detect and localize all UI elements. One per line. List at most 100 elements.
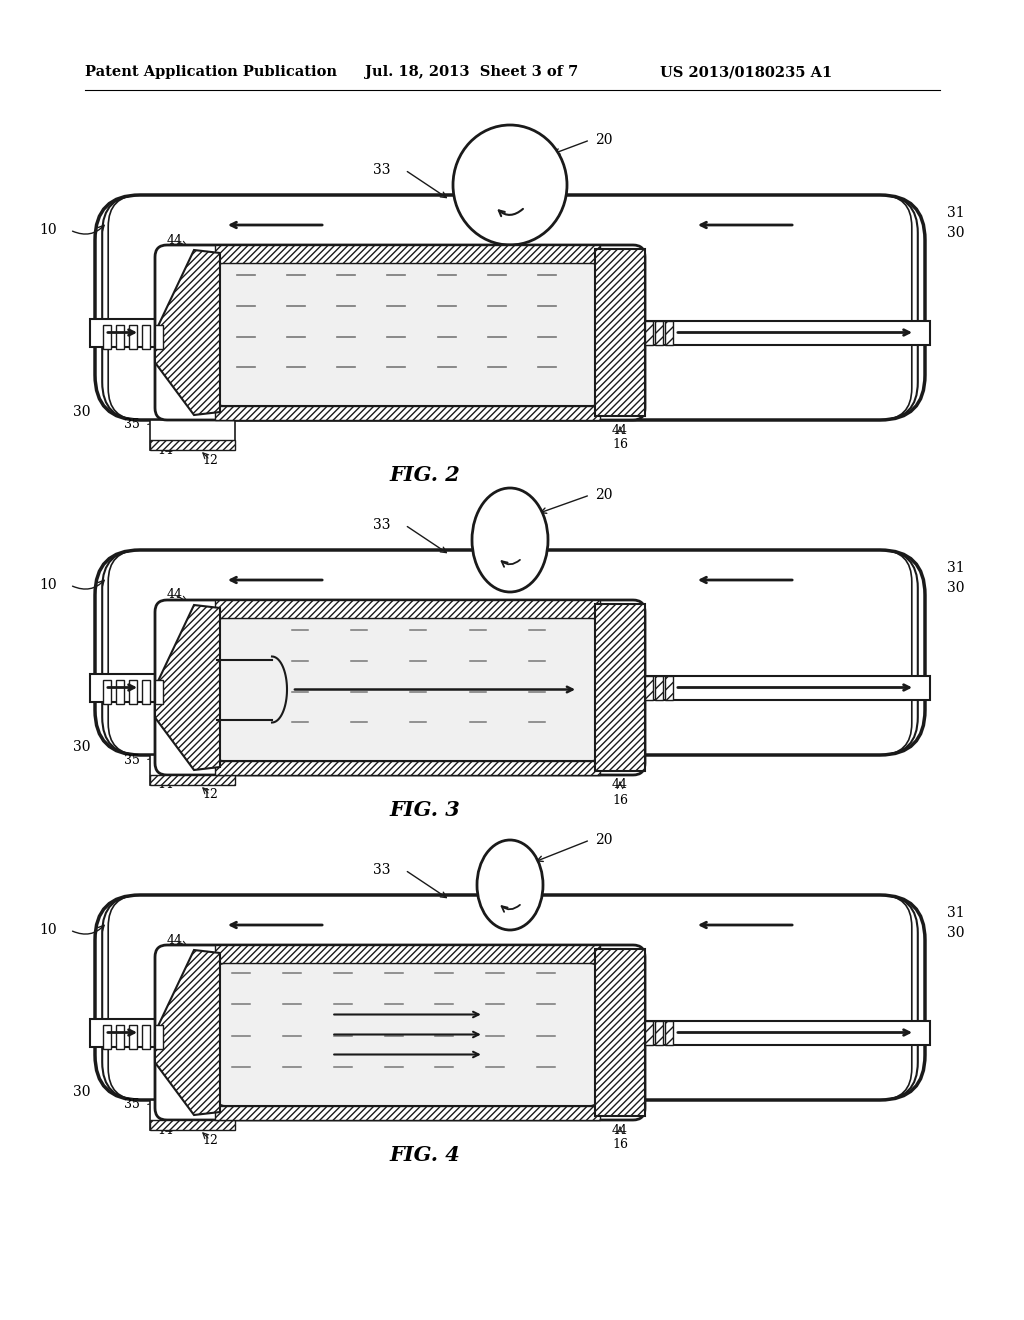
- Text: FIG. 4: FIG. 4: [389, 1144, 460, 1166]
- Text: 20: 20: [595, 133, 612, 147]
- Bar: [155, 325, 163, 348]
- Text: 44: 44: [167, 589, 182, 602]
- Bar: [595, 249, 645, 416]
- Bar: [155, 1024, 163, 1048]
- Text: 20: 20: [595, 488, 612, 502]
- Bar: [150, 1119, 234, 1130]
- FancyBboxPatch shape: [110, 201, 910, 414]
- Text: 12: 12: [202, 788, 218, 801]
- FancyBboxPatch shape: [635, 1020, 930, 1044]
- Bar: [142, 1024, 150, 1048]
- Text: 16: 16: [612, 438, 628, 451]
- Bar: [155, 680, 163, 704]
- Bar: [150, 755, 234, 785]
- FancyBboxPatch shape: [635, 321, 930, 345]
- Text: 12: 12: [202, 1134, 218, 1147]
- Ellipse shape: [472, 488, 548, 591]
- FancyBboxPatch shape: [217, 618, 598, 762]
- Text: 35: 35: [124, 1098, 140, 1111]
- Bar: [645, 676, 653, 700]
- Bar: [645, 321, 653, 345]
- Bar: [645, 1020, 653, 1044]
- Text: 33: 33: [373, 863, 390, 876]
- Text: 44: 44: [612, 424, 628, 437]
- Text: 44: 44: [167, 933, 182, 946]
- Polygon shape: [155, 950, 220, 1115]
- FancyBboxPatch shape: [217, 964, 598, 1106]
- Text: 10: 10: [39, 578, 57, 591]
- Text: 44: 44: [612, 779, 628, 792]
- Bar: [150, 440, 234, 450]
- Bar: [129, 680, 137, 704]
- Text: FIG. 3: FIG. 3: [389, 800, 460, 820]
- Text: Jul. 18, 2013  Sheet 3 of 7: Jul. 18, 2013 Sheet 3 of 7: [365, 65, 579, 79]
- Text: 33: 33: [373, 162, 390, 177]
- Text: 31: 31: [947, 561, 965, 576]
- Bar: [142, 325, 150, 348]
- FancyBboxPatch shape: [155, 246, 645, 420]
- Text: 35: 35: [124, 754, 140, 767]
- Bar: [655, 676, 663, 700]
- FancyBboxPatch shape: [110, 902, 910, 1094]
- Text: 31: 31: [947, 206, 965, 220]
- Bar: [150, 1100, 234, 1130]
- Bar: [215, 945, 600, 964]
- Text: 33: 33: [373, 517, 390, 532]
- Text: 30: 30: [947, 226, 965, 240]
- Polygon shape: [155, 605, 220, 770]
- Bar: [116, 325, 124, 348]
- Text: 44: 44: [167, 234, 182, 247]
- FancyBboxPatch shape: [635, 676, 930, 700]
- Text: 10: 10: [39, 923, 57, 937]
- Text: 30: 30: [947, 581, 965, 595]
- Text: 20: 20: [595, 833, 612, 847]
- Text: 10: 10: [39, 223, 57, 238]
- Text: 30: 30: [73, 405, 90, 418]
- Text: 30: 30: [73, 741, 90, 754]
- Text: 16: 16: [612, 1138, 628, 1151]
- Bar: [129, 325, 137, 348]
- Polygon shape: [155, 249, 220, 414]
- Text: 14: 14: [157, 1123, 173, 1137]
- Bar: [665, 676, 673, 700]
- FancyBboxPatch shape: [90, 673, 165, 701]
- Text: FIG. 2: FIG. 2: [389, 465, 460, 484]
- FancyBboxPatch shape: [90, 318, 165, 346]
- Bar: [150, 775, 234, 785]
- Bar: [103, 680, 111, 704]
- FancyBboxPatch shape: [217, 263, 598, 407]
- Bar: [215, 762, 600, 775]
- FancyBboxPatch shape: [90, 1019, 165, 1047]
- Text: 31: 31: [947, 906, 965, 920]
- Bar: [142, 680, 150, 704]
- Bar: [116, 680, 124, 704]
- Bar: [665, 321, 673, 345]
- Bar: [665, 1020, 673, 1044]
- Ellipse shape: [453, 125, 567, 246]
- Bar: [129, 1024, 137, 1048]
- Bar: [655, 1020, 663, 1044]
- Text: 12: 12: [202, 454, 218, 466]
- Bar: [215, 601, 600, 618]
- Text: 14: 14: [157, 779, 173, 792]
- Text: 44: 44: [612, 1123, 628, 1137]
- Text: US 2013/0180235 A1: US 2013/0180235 A1: [660, 65, 833, 79]
- Bar: [103, 1024, 111, 1048]
- Text: 14: 14: [157, 444, 173, 457]
- Bar: [215, 407, 600, 420]
- Bar: [116, 1024, 124, 1048]
- Text: 30: 30: [947, 927, 965, 940]
- Text: Patent Application Publication: Patent Application Publication: [85, 65, 337, 79]
- Text: 35: 35: [124, 418, 140, 432]
- Bar: [595, 949, 645, 1115]
- Bar: [655, 321, 663, 345]
- Bar: [103, 325, 111, 348]
- Bar: [150, 420, 234, 450]
- Text: 30: 30: [73, 1085, 90, 1100]
- Text: 16: 16: [612, 793, 628, 807]
- Bar: [595, 605, 645, 771]
- FancyBboxPatch shape: [110, 556, 910, 748]
- Bar: [215, 246, 600, 263]
- FancyBboxPatch shape: [155, 601, 645, 775]
- Bar: [215, 1106, 600, 1119]
